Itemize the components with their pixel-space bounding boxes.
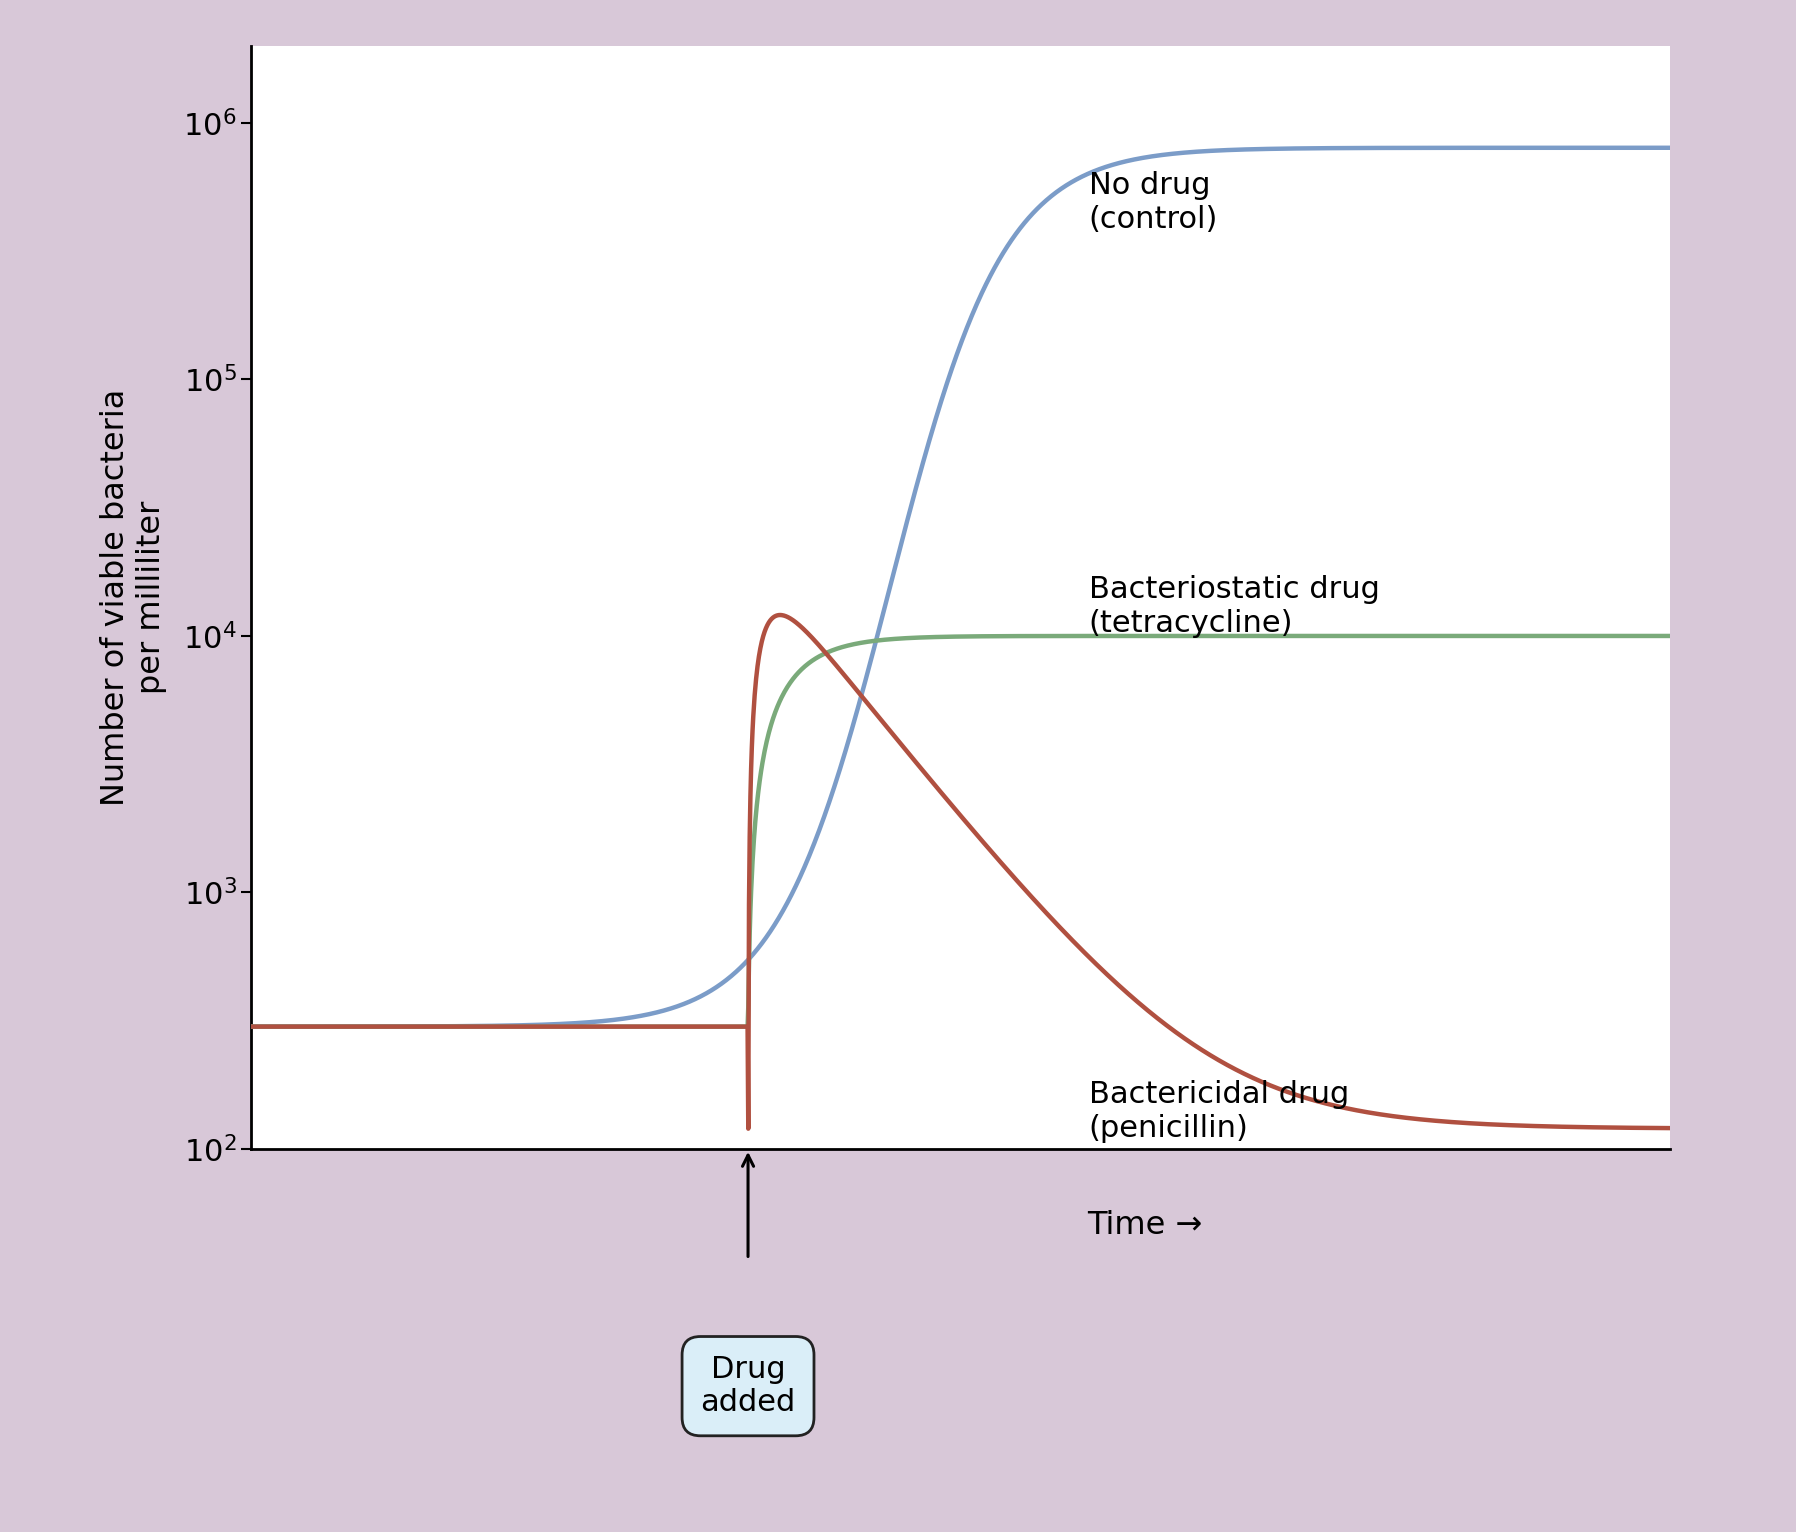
Text: Bactericidal drug
(penicillin): Bactericidal drug (penicillin) <box>1088 1080 1349 1143</box>
Y-axis label: Number of viable bacteria
per milliliter: Number of viable bacteria per milliliter <box>101 389 167 806</box>
Text: Drug
added: Drug added <box>700 1354 796 1417</box>
Text: Time →: Time → <box>1088 1210 1203 1241</box>
Text: Bacteriostatic drug
(tetracycline): Bacteriostatic drug (tetracycline) <box>1088 576 1379 637</box>
Text: No drug
(control): No drug (control) <box>1088 172 1218 233</box>
